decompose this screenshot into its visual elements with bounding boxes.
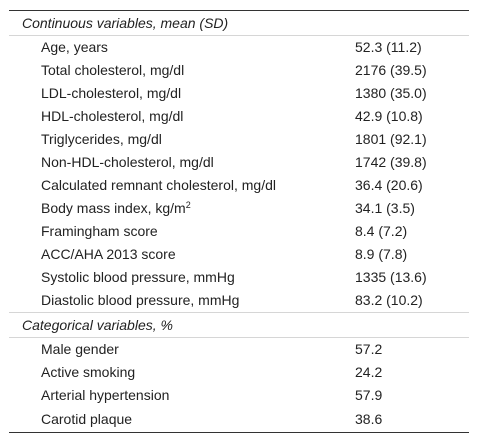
row-value: 57.2 [355, 341, 383, 357]
row-value: 8.9 (7.8) [355, 246, 408, 262]
row-label-with-superscript: Body mass index, kg/m2 [9, 197, 343, 220]
table-row: HDL-cholesterol, mg/dl 42.9 (10.8) [9, 105, 469, 128]
row-label: Non-HDL-cholesterol, mg/dl [41, 154, 214, 170]
row-value: 38.6 [355, 411, 383, 427]
row-label: Age, years [41, 39, 108, 55]
table-row: Calculated remnant cholesterol, mg/dl 36… [9, 174, 469, 197]
row-label: Calculated remnant cholesterol, mg/dl [41, 177, 277, 193]
row-value: 42.9 (10.8) [355, 108, 423, 124]
row-value: 1335 (13.6) [355, 269, 427, 285]
table-row: Framingham score 8.4 (7.2) [9, 220, 469, 243]
row-value: 36.4 (20.6) [355, 177, 423, 193]
superscript: 2 [185, 200, 191, 210]
section-header-row: Continuous variables, mean (SD) [9, 11, 469, 36]
row-label: Arterial hypertension [41, 387, 170, 403]
table-row: ACC/AHA 2013 score 8.9 (7.8) [9, 243, 469, 266]
row-label: Framingham score [41, 223, 158, 239]
row-label: Carotid plaque [41, 411, 133, 427]
table-row: LDL-cholesterol, mg/dl 1380 (35.0) [9, 82, 469, 105]
row-label: Active smoking [41, 364, 136, 380]
row-value: 83.2 (10.2) [355, 292, 423, 308]
table-row: Total cholesterol, mg/dl 2176 (39.5) [9, 59, 469, 82]
row-value: 1380 (35.0) [355, 85, 427, 101]
section-title: Continuous variables, mean (SD) [9, 11, 469, 36]
table-row: Arterial hypertension 57.9 [9, 384, 469, 407]
row-label: Diastolic blood pressure, mmHg [41, 292, 240, 308]
row-label: Male gender [41, 341, 119, 357]
row-label: Systolic blood pressure, mmHg [41, 269, 235, 285]
table-row: Active smoking 24.2 [9, 361, 469, 384]
row-label: Total cholesterol, mg/dl [41, 62, 185, 78]
row-value: 1801 (92.1) [355, 131, 427, 147]
row-label: HDL-cholesterol, mg/dl [41, 108, 184, 124]
row-value: 1742 (39.8) [355, 154, 427, 170]
table-row: Triglycerides, mg/dl 1801 (92.1) [9, 128, 469, 151]
row-value: 8.4 (7.2) [355, 223, 408, 239]
row-value: 57.9 [355, 387, 383, 403]
row-label-text: Body mass index, kg/m [41, 200, 186, 216]
table-row: Carotid plaque 38.6 [9, 407, 469, 432]
row-label: LDL-cholesterol, mg/dl [41, 85, 182, 101]
table-row: Age, years 52.3 (11.2) [9, 36, 469, 60]
row-value: 34.1 (3.5) [355, 200, 415, 216]
section-title: Categorical variables, % [9, 312, 469, 338]
table-row: Diastolic blood pressure, mmHg 83.2 (10.… [9, 289, 469, 313]
row-value: 24.2 [355, 364, 383, 380]
data-table: Continuous variables, mean (SD) Age, yea… [9, 11, 469, 432]
row-value: 52.3 (11.2) [355, 39, 422, 55]
section-header-row: Categorical variables, % [9, 312, 469, 338]
table-row: Male gender 57.2 [9, 338, 469, 362]
table-row: Systolic blood pressure, mmHg 1335 (13.6… [9, 266, 469, 289]
table-row: Body mass index, kg/m2 34.1 (3.5) [9, 197, 469, 220]
row-value: 2176 (39.5) [355, 62, 427, 78]
baseline-characteristics-table: Continuous variables, mean (SD) Age, yea… [9, 10, 469, 433]
row-label: ACC/AHA 2013 score [41, 246, 176, 262]
row-label: Triglycerides, mg/dl [41, 131, 162, 147]
table-row: Non-HDL-cholesterol, mg/dl 1742 (39.8) [9, 151, 469, 174]
